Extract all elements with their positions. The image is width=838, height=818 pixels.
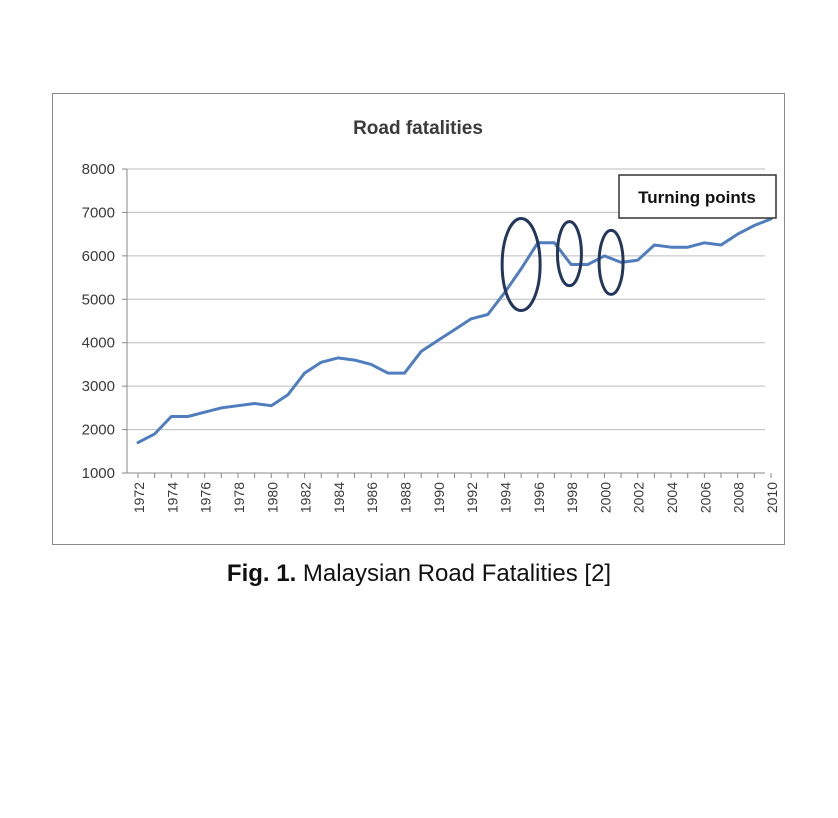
ytick-label-2000: 2000 [82, 422, 115, 439]
ytick-label-6000: 6000 [82, 248, 115, 265]
ytick-label-8000: 8000 [82, 161, 115, 178]
caption-label: Fig. 1. [226, 560, 297, 587]
chart-title: Road fatalities [353, 118, 483, 139]
xtick-label-1974: 1974 [164, 482, 180, 513]
xtick-label-2006: 2006 [697, 482, 713, 513]
ytick-label-3000: 3000 [82, 378, 115, 395]
turning-point-ellipse-3 [597, 228, 625, 296]
xtick-label-2004: 2004 [664, 482, 680, 513]
y-tick-labels: 1000 2000 3000 4000 5000 6000 7000 8000 [82, 161, 115, 482]
xtick-label-1982: 1982 [298, 482, 314, 513]
ytick-label-4000: 4000 [82, 335, 115, 352]
xtick-label-1984: 1984 [331, 482, 347, 513]
xtick-label-1978: 1978 [231, 482, 247, 513]
xtick-label-1988: 1988 [398, 482, 414, 513]
xtick-label-1996: 1996 [531, 482, 547, 513]
xtick-label-2000: 2000 [597, 482, 613, 513]
series-lines [136, 217, 773, 445]
annotations: Turning points [500, 174, 777, 313]
turning-point-ellipse-2 [555, 220, 583, 288]
xtick-label-1998: 1998 [564, 482, 580, 513]
figure-caption: Fig. 1. Malaysian Road Fatalities [2] [0, 560, 838, 588]
xtick-label-1994: 1994 [497, 482, 513, 513]
xtick-label-2002: 2002 [631, 482, 647, 513]
xtick-label-1972: 1972 [131, 482, 147, 513]
figure-frame [52, 93, 785, 545]
ytick-label-5000: 5000 [82, 291, 115, 308]
caption-text: Malaysian Road Fatalities [2] [296, 560, 612, 587]
x-tick-labels: 1972 1974 1976 1978 1980 1982 1984 1986 1988 1990… [131, 482, 780, 513]
turning-point-ellipse-1 [500, 217, 542, 313]
xtick-label-1990: 1990 [431, 482, 447, 513]
series-line-0 [136, 217, 773, 445]
xtick-label-1986: 1986 [364, 482, 380, 513]
xtick-label-2008: 2008 [731, 482, 747, 513]
xtick-label-2010: 2010 [764, 482, 780, 513]
ytick-label-7000: 7000 [82, 204, 115, 221]
turning-points-callout-text: Turning points [638, 188, 756, 207]
xtick-label-1992: 1992 [464, 482, 480, 513]
turning-points-callout-box [618, 174, 777, 219]
xtick-label-1980: 1980 [264, 482, 280, 513]
xtick-label-1976: 1976 [198, 482, 214, 513]
axes [122, 168, 772, 478]
ytick-label-1000: 1000 [82, 465, 115, 482]
